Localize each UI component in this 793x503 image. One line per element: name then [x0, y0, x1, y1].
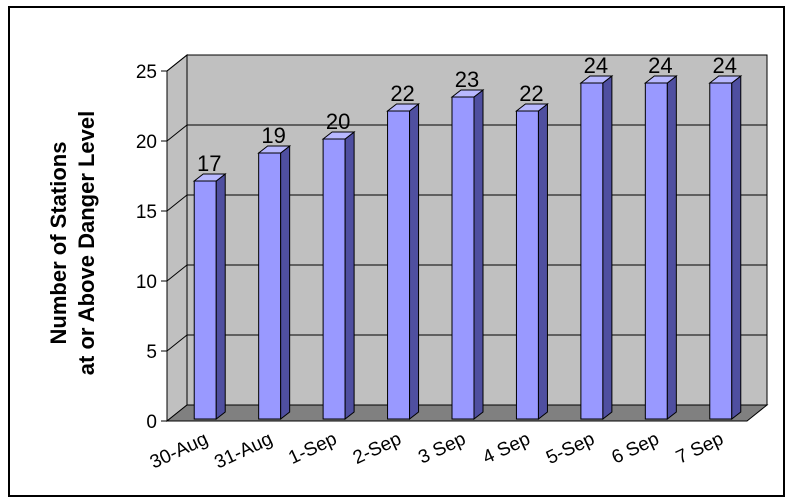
- bar: [386, 102, 421, 421]
- gridline-side: [166, 334, 188, 352]
- bar: [514, 102, 549, 421]
- bar-side: [602, 74, 613, 421]
- data-label: 24: [584, 53, 608, 78]
- x-axis-labels: 30-Aug 31-Aug 1-Sep 2-Sep 3 Sep 4 Sep 5-Sep 6 S…: [147, 428, 727, 473]
- bars: [192, 74, 743, 421]
- bar: [708, 74, 743, 421]
- bar-front: [387, 110, 411, 420]
- y-tick-label: 0: [146, 412, 157, 433]
- bar-side: [666, 74, 677, 421]
- data-label: 17: [197, 151, 221, 176]
- x-tick-label: 4 Sep: [480, 428, 534, 468]
- chart-frame: 0 5 10 15 20 25 17 19 20 22 23 22 24 24 24 30-Aug 31-A…: [8, 6, 785, 497]
- gridline-side: [166, 264, 188, 282]
- bar-front: [515, 110, 539, 420]
- bar-side: [473, 88, 484, 421]
- data-label: 23: [455, 67, 479, 92]
- bar: [257, 144, 292, 421]
- bar-top: [579, 75, 614, 84]
- bar-top: [708, 75, 743, 84]
- data-label: 24: [713, 53, 737, 78]
- gridline-side: [166, 194, 188, 212]
- bar-side: [344, 130, 355, 421]
- bar-top: [450, 89, 485, 98]
- y-tick-label: 5: [146, 342, 157, 363]
- bar: [192, 172, 227, 421]
- bar-front: [193, 180, 217, 420]
- x-tick-label: 5-Sep: [543, 428, 598, 468]
- bar-side: [537, 102, 548, 421]
- bar-side: [409, 102, 420, 421]
- bar-chart: 0 5 10 15 20 25 17 19 20 22 23 22 24 24 24 30-Aug 31-A…: [46, 53, 769, 473]
- gridline-side: [166, 124, 188, 142]
- y-tick-label: 10: [136, 272, 157, 293]
- x-tick-label: 3 Sep: [415, 428, 469, 468]
- y-tick-label: 25: [136, 62, 157, 83]
- gridline-side: [166, 54, 188, 72]
- bar-front: [644, 82, 668, 420]
- bar-front: [580, 82, 604, 420]
- y-tick-label: 15: [136, 202, 157, 223]
- bar: [579, 74, 614, 421]
- y-axis-title-line-2: at or Above Danger Level: [74, 111, 99, 375]
- x-tick-label: 1-Sep: [285, 428, 340, 468]
- bar-front: [451, 96, 475, 420]
- data-labels: 17 19 20 22 23 22 24 24 24: [197, 53, 737, 176]
- data-label: 22: [390, 81, 414, 106]
- x-tick-label: 7 Sep: [673, 428, 727, 468]
- bar: [321, 130, 356, 421]
- bar-side: [215, 172, 226, 421]
- bar-top: [386, 103, 421, 112]
- y-axis: 0 5 10 15 20 25: [136, 62, 168, 433]
- bar-top: [192, 173, 227, 182]
- bar-side: [280, 144, 291, 421]
- bar-front: [322, 138, 346, 420]
- bar: [643, 74, 678, 421]
- x-tick-label: 30-Aug: [147, 428, 211, 473]
- bar-front: [709, 82, 733, 420]
- bar-front: [258, 152, 282, 420]
- y-axis-title-line-1: Number of Stations: [46, 142, 71, 345]
- bar-top: [643, 75, 678, 84]
- data-label: 24: [648, 53, 672, 78]
- bar: [450, 88, 485, 421]
- x-tick-label: 6 Sep: [609, 428, 663, 468]
- data-label: 20: [326, 109, 350, 134]
- bar-side: [731, 74, 742, 421]
- x-tick-label: 31-Aug: [211, 428, 275, 473]
- y-tick-label: 20: [136, 132, 157, 153]
- bar-top: [321, 131, 356, 140]
- bar-top: [257, 145, 292, 154]
- bar-top: [514, 103, 549, 112]
- side-wall: [166, 53, 188, 423]
- data-label: 22: [519, 81, 543, 106]
- data-label: 19: [261, 123, 285, 148]
- x-tick-label: 2-Sep: [350, 428, 405, 468]
